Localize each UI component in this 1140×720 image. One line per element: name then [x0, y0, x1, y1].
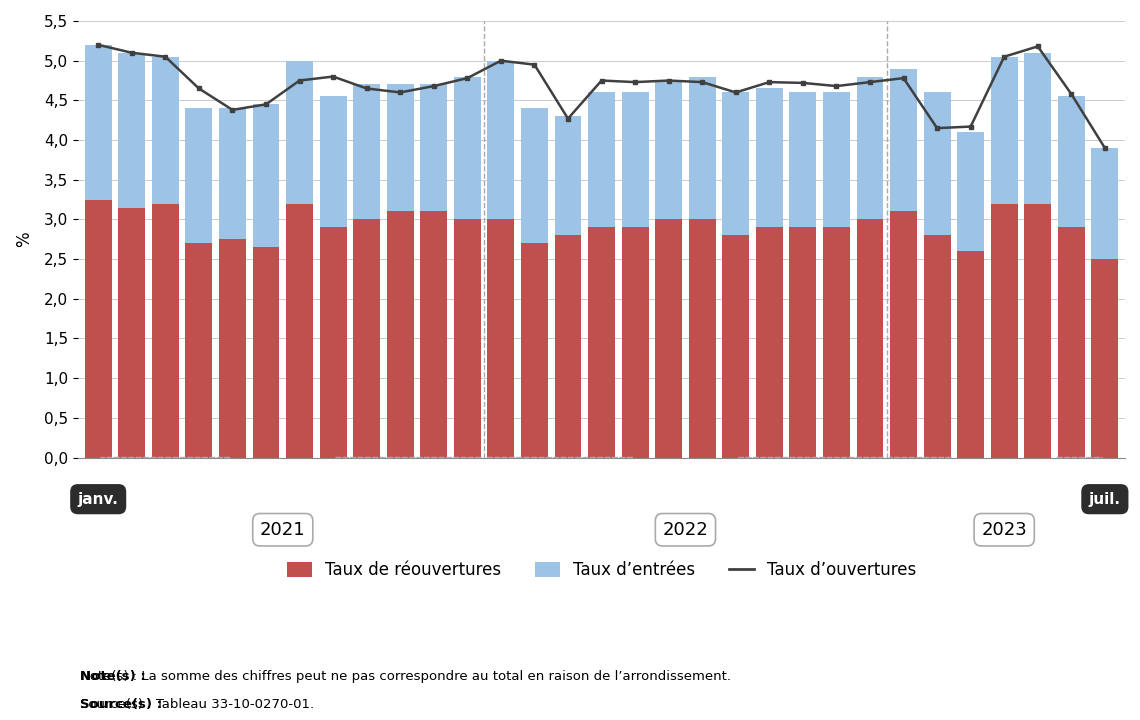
Bar: [991, 57, 1018, 204]
Text: 2022: 2022: [662, 521, 708, 539]
Bar: [856, 220, 884, 457]
Bar: [1091, 148, 1118, 259]
Text: Source(s) : Tableau 33-10-0270-01.: Source(s) : Tableau 33-10-0270-01.: [80, 698, 314, 711]
Text: janv.: janv.: [78, 492, 119, 507]
Bar: [521, 108, 548, 243]
Bar: [588, 92, 614, 228]
Text: 2021: 2021: [260, 521, 306, 539]
Bar: [454, 220, 481, 457]
Bar: [621, 92, 649, 228]
Text: Note(s) :: Note(s) :: [80, 670, 146, 683]
Bar: [554, 235, 581, 457]
Bar: [1025, 53, 1051, 204]
Bar: [84, 199, 112, 457]
Bar: [656, 81, 682, 220]
Bar: [84, 45, 112, 199]
Bar: [923, 92, 951, 235]
Bar: [186, 243, 212, 457]
Bar: [723, 92, 749, 235]
Bar: [454, 76, 481, 220]
Bar: [319, 228, 347, 457]
Bar: [152, 204, 179, 457]
Bar: [689, 220, 716, 457]
Bar: [756, 89, 783, 228]
Bar: [1058, 96, 1085, 228]
Bar: [119, 53, 145, 207]
Text: Note(s) : La somme des chiffres peut ne pas correspondre au total en raison de l: Note(s) : La somme des chiffres peut ne …: [80, 670, 731, 683]
Text: juil.: juil.: [1089, 492, 1121, 507]
Bar: [286, 204, 314, 457]
Bar: [253, 247, 279, 457]
Bar: [823, 228, 849, 457]
Bar: [319, 96, 347, 228]
Bar: [958, 251, 984, 457]
Bar: [991, 204, 1018, 457]
Bar: [219, 239, 246, 457]
Bar: [890, 68, 917, 212]
Bar: [386, 84, 414, 212]
Bar: [286, 60, 314, 204]
Bar: [119, 207, 145, 457]
Bar: [488, 60, 514, 220]
Bar: [1058, 228, 1085, 457]
Bar: [1025, 204, 1051, 457]
Bar: [421, 84, 447, 212]
Bar: [789, 92, 816, 228]
Legend: Taux de réouvertures, Taux d’entrées, Taux d’ouvertures: Taux de réouvertures, Taux d’entrées, Ta…: [278, 553, 925, 588]
Bar: [923, 235, 951, 457]
Bar: [521, 243, 548, 457]
Bar: [723, 235, 749, 457]
Bar: [823, 92, 849, 228]
Bar: [386, 212, 414, 457]
Bar: [253, 104, 279, 247]
Bar: [588, 228, 614, 457]
Bar: [1091, 259, 1118, 457]
Bar: [186, 108, 212, 243]
Text: Source(s) :: Source(s) :: [80, 698, 162, 711]
Text: 2023: 2023: [982, 521, 1027, 539]
Bar: [152, 57, 179, 204]
Bar: [421, 212, 447, 457]
Bar: [689, 76, 716, 220]
Bar: [554, 116, 581, 235]
Bar: [353, 220, 380, 457]
Bar: [488, 220, 514, 457]
Bar: [219, 108, 246, 239]
Bar: [353, 84, 380, 220]
Bar: [958, 132, 984, 251]
Bar: [656, 220, 682, 457]
Bar: [621, 228, 649, 457]
Bar: [856, 76, 884, 220]
Bar: [756, 228, 783, 457]
Bar: [890, 212, 917, 457]
Y-axis label: %: %: [15, 231, 33, 247]
Bar: [789, 228, 816, 457]
